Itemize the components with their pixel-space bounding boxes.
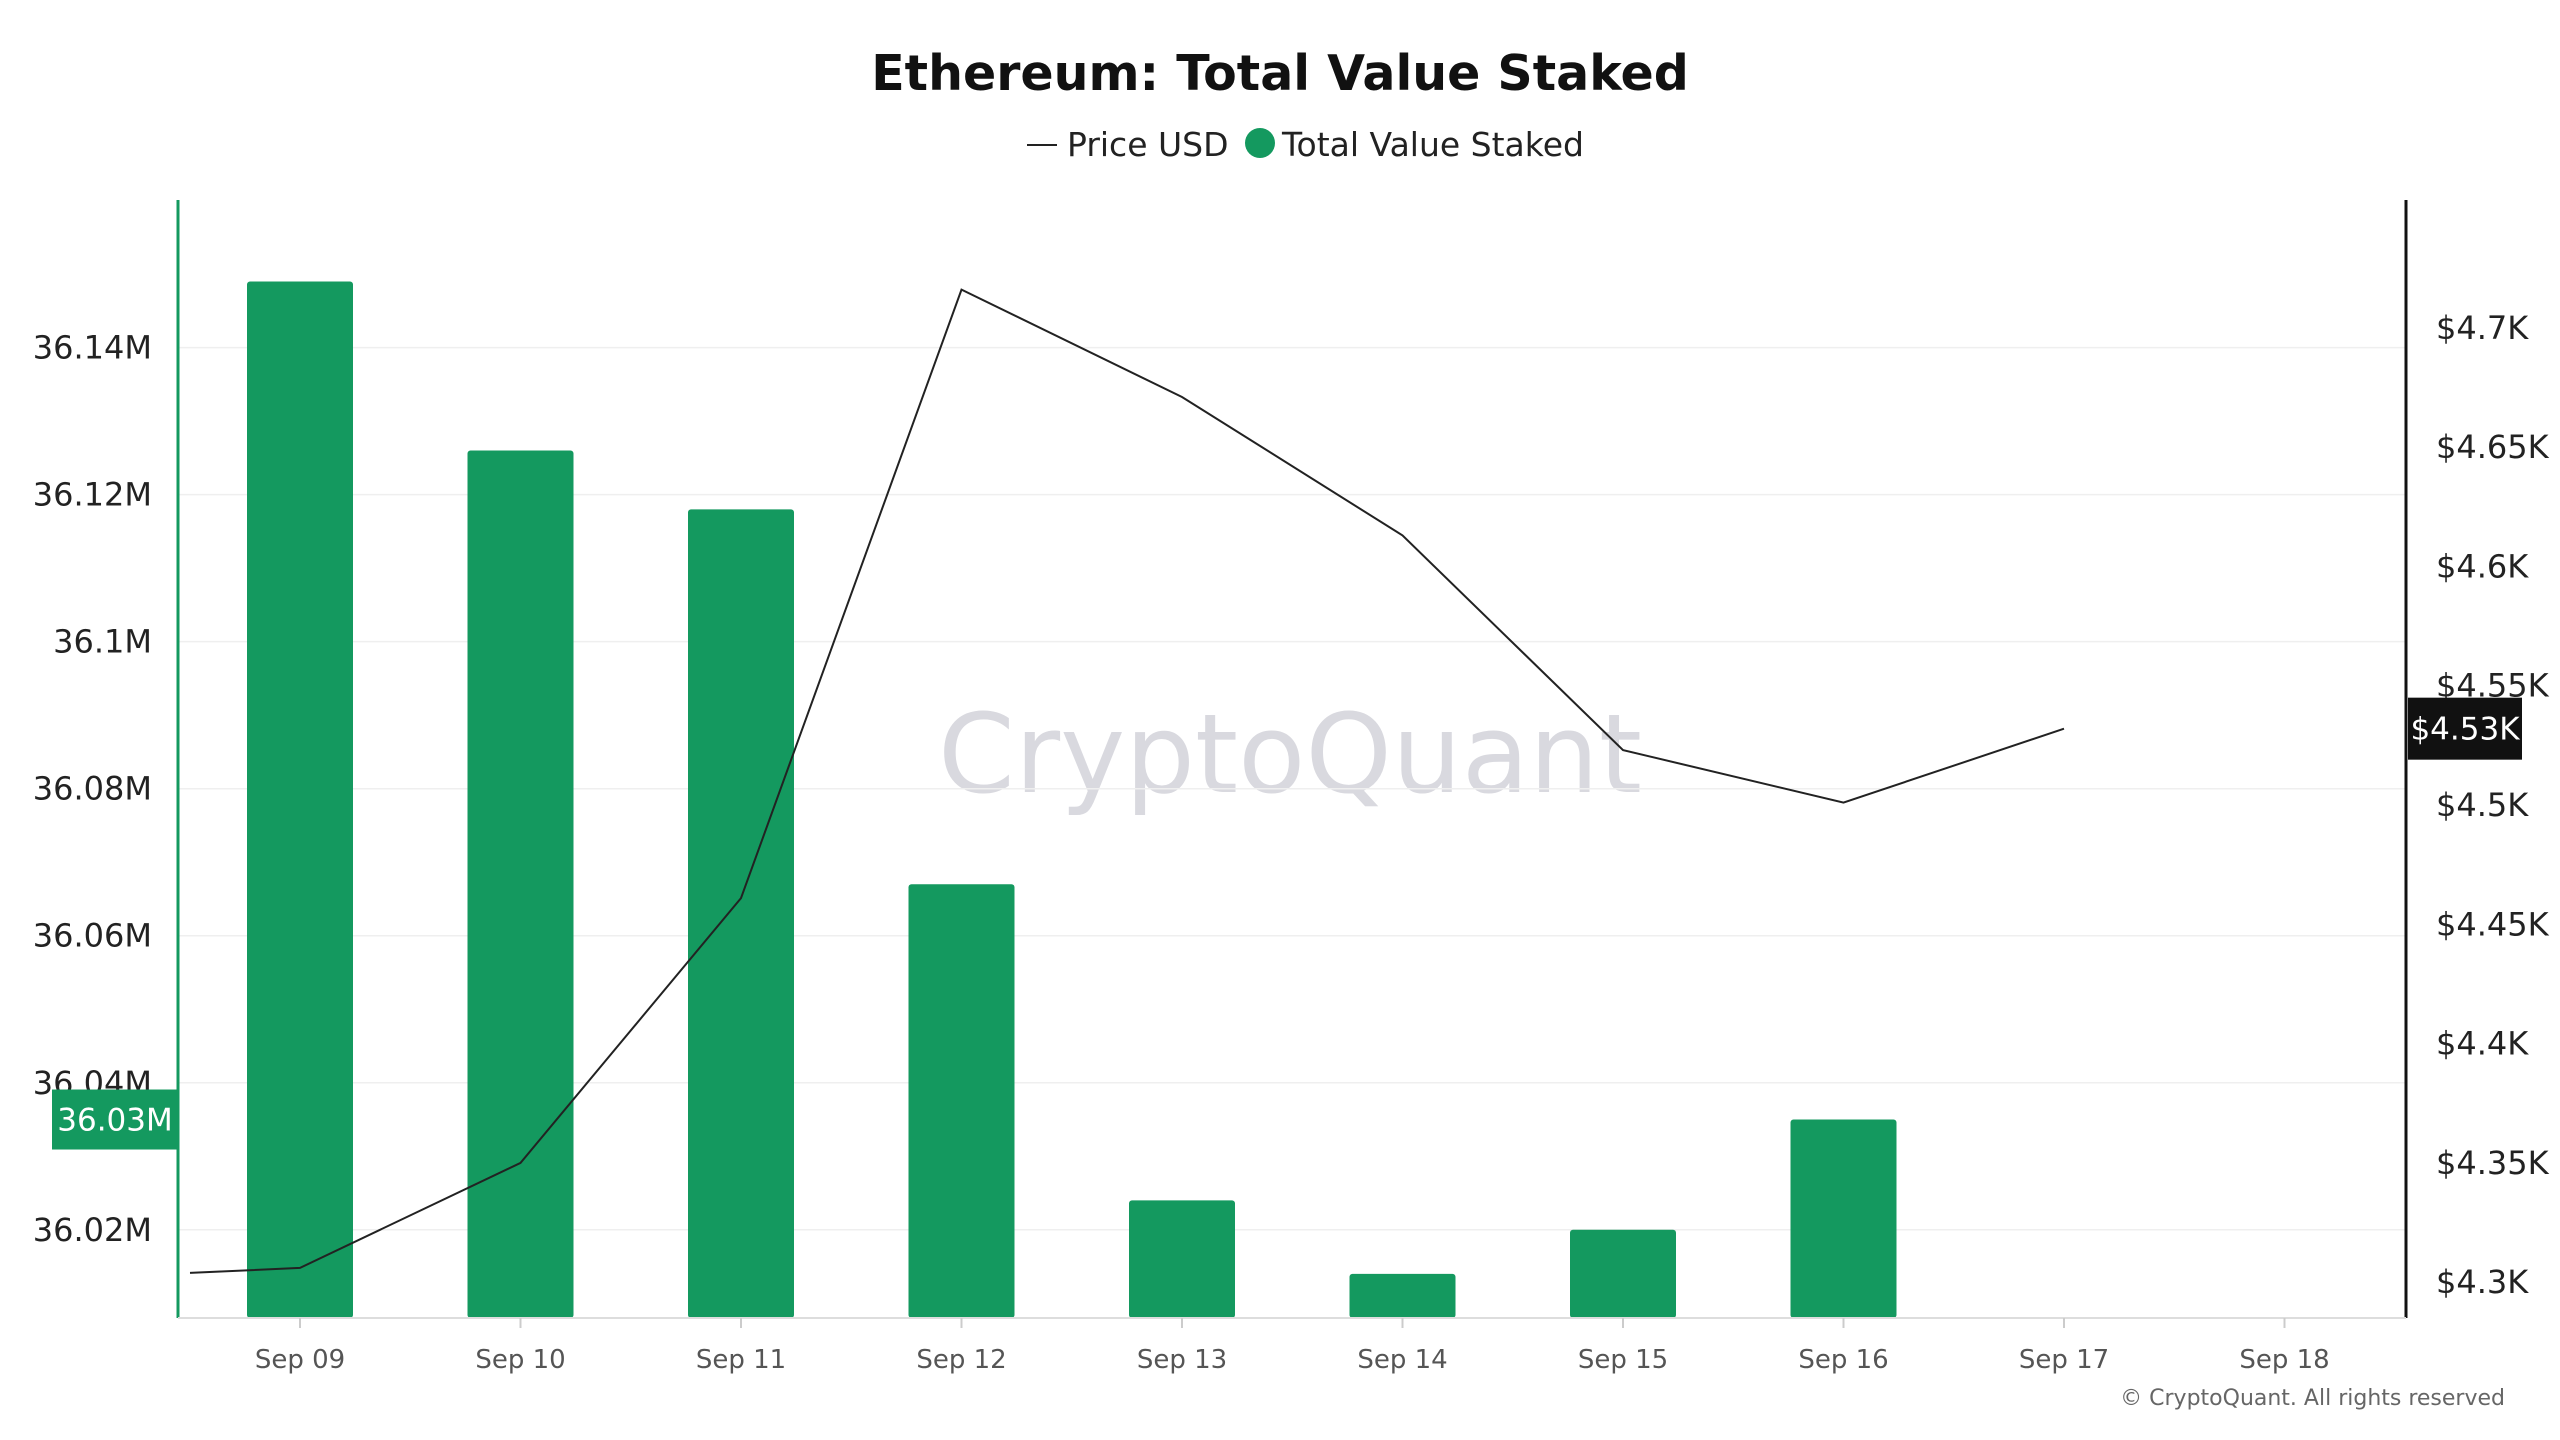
legend-staked-circle-marker bbox=[1245, 128, 1275, 158]
chart-title: Ethereum: Total Value Staked bbox=[871, 45, 1689, 102]
right-current-value-label: $4.53K bbox=[2410, 712, 2520, 748]
right-tick-label: $4.45K bbox=[2436, 905, 2550, 943]
bar-sep-10[interactable] bbox=[467, 450, 574, 1318]
right-tick-label: $4.4K bbox=[2436, 1025, 2529, 1063]
left-tick-label: 36.06M bbox=[33, 917, 152, 955]
x-tick-label: Sep 10 bbox=[475, 1345, 565, 1375]
left-current-value-tag bbox=[52, 1089, 178, 1150]
x-tick-label: Sep 16 bbox=[1798, 1345, 1888, 1375]
price-line[interactable] bbox=[189, 288, 2065, 1274]
price-line-group bbox=[189, 288, 2065, 1274]
bar-sep-09[interactable] bbox=[247, 281, 353, 1318]
x-tick-label: Sep 13 bbox=[1137, 1345, 1227, 1375]
x-tick-label: Sep 11 bbox=[696, 1345, 786, 1375]
left-tick-label: 36.14M bbox=[33, 329, 152, 367]
bar-sep-16[interactable] bbox=[1790, 1119, 1897, 1318]
legend: Price USD Total Value Staked bbox=[1027, 125, 1584, 164]
x-tick-label: Sep 12 bbox=[916, 1345, 1006, 1375]
bar-sep-13[interactable] bbox=[1129, 1200, 1235, 1318]
right-tick-label: $4.65K bbox=[2436, 428, 2550, 466]
x-tick-label: Sep 09 bbox=[255, 1345, 345, 1375]
right-tick-label: $4.5K bbox=[2436, 786, 2529, 824]
left-tick-label: 36.02M bbox=[33, 1211, 152, 1249]
right-axis-ticks: $4.3K$4.35K$4.4K$4.45K$4.5K$4.55K$4.6K$4… bbox=[2436, 309, 2550, 1301]
bar-sep-14[interactable] bbox=[1349, 1273, 1456, 1318]
bar-sep-11[interactable] bbox=[688, 509, 794, 1319]
legend-price-label[interactable]: Price USD bbox=[1067, 125, 1229, 164]
bars bbox=[247, 281, 1897, 1319]
right-tick-label: $4.7K bbox=[2436, 309, 2529, 347]
left-tick-label: 36.12M bbox=[33, 476, 152, 514]
right-current-value-tag bbox=[2408, 697, 2522, 760]
bar-sep-12[interactable] bbox=[908, 884, 1015, 1318]
left-tick-label: 36.1M bbox=[53, 623, 152, 661]
bar-sep-15[interactable] bbox=[1570, 1229, 1676, 1318]
x-axis-ticks: Sep 09 Sep 10 Sep 11 Sep 12 Sep 13 Sep 14 Sep … bbox=[255, 1318, 2330, 1375]
current-value-tags: 36.03M $4.53K bbox=[52, 697, 2522, 1150]
right-tick-label: $4.35K bbox=[2436, 1144, 2550, 1182]
right-tick-label: $4.3K bbox=[2436, 1263, 2529, 1301]
copyright: © CryptoQuant. All rights reserved bbox=[2120, 1386, 2505, 1411]
x-tick-label: Sep 17 bbox=[2019, 1345, 2109, 1375]
legend-staked-label[interactable]: Total Value Staked bbox=[1281, 125, 1584, 164]
left-tick-label: 36.08M bbox=[33, 770, 152, 808]
left-current-value-label: 36.03M bbox=[57, 1103, 173, 1139]
watermark: CryptoQuant bbox=[938, 690, 1642, 818]
x-tick-label: Sep 18 bbox=[2239, 1345, 2329, 1375]
right-tick-label: $4.6K bbox=[2436, 547, 2529, 585]
x-tick-label: Sep 15 bbox=[1578, 1345, 1668, 1375]
x-tick-label: Sep 14 bbox=[1357, 1345, 1447, 1375]
